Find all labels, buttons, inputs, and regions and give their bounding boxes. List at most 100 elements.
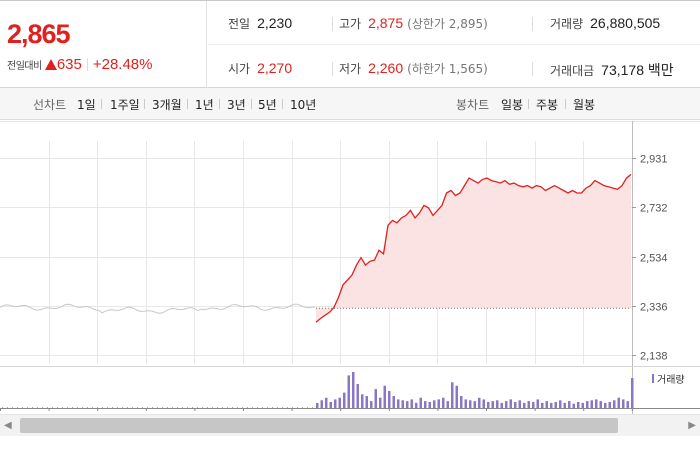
tab-1y[interactable]: 1년 <box>195 98 214 112</box>
volume-bar <box>67 407 68 408</box>
volume-bar <box>182 407 183 408</box>
volume-bar <box>446 401 449 408</box>
volume-bar <box>478 397 481 408</box>
volume-bar <box>595 399 598 408</box>
volume-bar <box>162 407 163 408</box>
y-tick-label: 2,534 <box>640 253 668 265</box>
low-label: 저가 <box>339 62 362 76</box>
volume-bar <box>509 399 512 408</box>
volume-bar <box>581 402 584 408</box>
volume-bar <box>57 407 58 408</box>
quote-summary: 2,865 전일대비 635 +28.48% 전일 2,230 시가 2,270 고가 2… <box>0 0 700 88</box>
volume-bar <box>608 402 611 408</box>
divider <box>332 17 333 31</box>
volume-bar <box>97 407 98 408</box>
volume-bar <box>532 402 535 408</box>
tab-1d[interactable]: 1일 <box>77 98 96 112</box>
scroll-right-arrow-icon[interactable]: ▶ <box>688 420 696 431</box>
price-line <box>315 173 632 323</box>
volume-bar <box>590 400 593 408</box>
volume-bar <box>523 402 526 408</box>
volume-bar <box>272 407 273 408</box>
chart-scrollbar[interactable]: ◀ ▶ <box>0 414 700 436</box>
tab-10y[interactable]: 10년 <box>290 98 317 112</box>
volume-bar <box>17 407 18 408</box>
volume-bar <box>482 399 485 408</box>
volume-value: 26,880,505 <box>590 15 661 31</box>
y-tick-label: 2,931 <box>640 154 668 166</box>
volume-bar <box>541 402 544 408</box>
volume-bar <box>626 401 629 408</box>
volume-bar <box>72 407 73 408</box>
volume-bar <box>27 407 28 408</box>
low-value: 2,260 <box>368 60 404 76</box>
divider <box>565 99 566 109</box>
volume-bar <box>559 400 562 408</box>
previous-day-line <box>0 303 316 314</box>
tab-3m[interactable]: 3개월 <box>152 98 182 112</box>
change-value: 635 <box>56 56 82 73</box>
volume-stat: 거래량 26,880,505 <box>550 15 660 32</box>
amount-value: 73,178 백만 <box>601 62 674 78</box>
tab-5y[interactable]: 5년 <box>258 98 277 112</box>
volume-bar <box>127 407 128 408</box>
upper-limit: (상한가 2,895) <box>407 17 488 31</box>
volume-bar <box>338 397 341 408</box>
tab-3y[interactable]: 3년 <box>227 98 246 112</box>
price-chart: 2,931 2,732 2,534 2,336 2,138 거래량 <box>0 121 700 414</box>
volume-bar <box>419 397 422 408</box>
volume-bars <box>0 366 700 411</box>
divider <box>282 99 283 109</box>
volume-bar <box>329 402 332 408</box>
prev-close-label: 전일 <box>228 17 251 31</box>
volume-bar <box>617 397 620 408</box>
volume-bar <box>82 407 83 408</box>
volume-label: 거래량 <box>550 17 584 31</box>
volume-bar <box>334 399 337 408</box>
price-area-fill <box>316 174 631 323</box>
price-area <box>316 174 631 323</box>
scroll-left-arrow-icon[interactable]: ◀ <box>4 420 12 431</box>
volume-bar <box>428 402 431 408</box>
volume-bar <box>460 396 463 408</box>
change-label: 전일대비 <box>7 61 42 72</box>
tab-monthly[interactable]: 월봉 <box>573 98 596 112</box>
volume-bar <box>122 407 123 408</box>
volume-bar <box>152 407 153 408</box>
volume-bar <box>536 399 539 408</box>
volume-bar <box>469 400 472 408</box>
volume-bar <box>142 407 143 408</box>
volume-bar <box>320 400 323 408</box>
tab-weekly[interactable]: 주봉 <box>536 98 559 112</box>
volume-bar <box>297 407 298 408</box>
volume-bar <box>388 390 391 408</box>
scroll-thumb[interactable] <box>20 418 618 433</box>
volume-bar <box>302 407 303 408</box>
volume-bar <box>167 407 168 408</box>
volume-bar <box>172 407 173 408</box>
volume-bar <box>500 402 503 408</box>
volume-bar <box>7 407 8 408</box>
tab-daily[interactable]: 일봉 <box>501 98 524 112</box>
line-chart-label: 선차트 <box>33 98 67 112</box>
price-box: 2,865 전일대비 635 +28.48% <box>0 1 207 88</box>
volume-bar <box>316 402 319 408</box>
open-value: 2,270 <box>257 60 293 76</box>
volume-bar <box>37 407 38 408</box>
prev-close-value: 2,230 <box>257 15 293 31</box>
volume-bar <box>42 407 43 408</box>
divider <box>251 99 252 109</box>
volume-bar <box>52 407 53 408</box>
volume-bar <box>247 407 248 408</box>
candle-chart-label: 봉차트 <box>456 98 490 112</box>
volume-bar <box>397 399 400 408</box>
low-stat: 저가 2,260 (하한가 1,565) <box>339 60 488 77</box>
volume-bar <box>437 399 440 408</box>
volume-bar <box>383 385 386 408</box>
volume-bar <box>374 389 377 408</box>
volume-bar <box>132 407 133 408</box>
divider <box>532 17 533 31</box>
tab-1w[interactable]: 1주일 <box>110 98 140 112</box>
volume-bar <box>117 407 118 408</box>
divider <box>528 99 529 109</box>
